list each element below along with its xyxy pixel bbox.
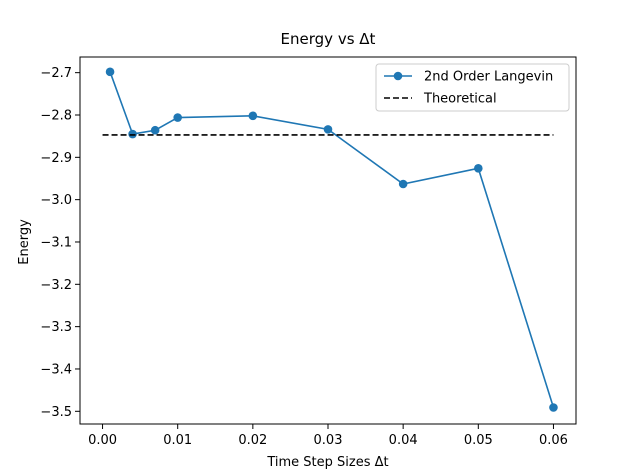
- x-tick-label: 0.02: [238, 433, 267, 448]
- data-point: [323, 125, 333, 134]
- legend-label: Theoretical: [423, 92, 497, 107]
- x-tick-label: 0.03: [314, 433, 343, 448]
- x-tick-label: 0.01: [163, 433, 192, 448]
- legend-label: 2nd Order Langevin: [424, 70, 553, 85]
- data-point: [105, 67, 115, 77]
- data-point: [173, 113, 182, 122]
- legend-marker: [393, 71, 403, 81]
- data-point: [150, 125, 160, 135]
- data-point: [248, 111, 258, 121]
- chart-title: Energy vs Δt: [281, 30, 376, 48]
- y-tick-label: −3.1: [40, 235, 72, 250]
- plot-area: [102, 67, 558, 412]
- data-point: [474, 164, 483, 173]
- data-point: [128, 129, 137, 139]
- legend-box: [375, 63, 570, 112]
- y-tick-label: −2.9: [40, 151, 72, 166]
- y-axis-label: Energy: [17, 219, 32, 265]
- data-point: [549, 403, 558, 412]
- x-tick-label: 0.05: [464, 433, 493, 448]
- y-tick-label: −3.3: [40, 320, 72, 335]
- x-tick-label: 0.04: [389, 433, 418, 448]
- x-tick-label: 0.06: [539, 433, 568, 448]
- x-axis-label: Time Step Sizes Δt: [266, 455, 388, 470]
- y-tick-label: −3.0: [40, 193, 72, 208]
- x-tick-label: 0.00: [88, 433, 117, 448]
- y-tick-label: −2.8: [40, 108, 72, 123]
- y-tick-label: −3.4: [40, 362, 72, 377]
- y-tick-label: −3.5: [40, 405, 72, 420]
- y-axis: −2.7 −2.8 −2.9 −3.0 −3.1 −3.2 −3.3 −3.4 −3.5: [40, 66, 80, 420]
- legend: 2nd Order Langevin Theoretical: [375, 63, 570, 112]
- y-tick-label: −3.2: [40, 278, 72, 293]
- data-point: [398, 179, 408, 189]
- y-tick-label: −2.7: [40, 66, 72, 81]
- x-axis: 0.00 0.01 0.02 0.03 0.04 0.05 0.06: [88, 424, 568, 448]
